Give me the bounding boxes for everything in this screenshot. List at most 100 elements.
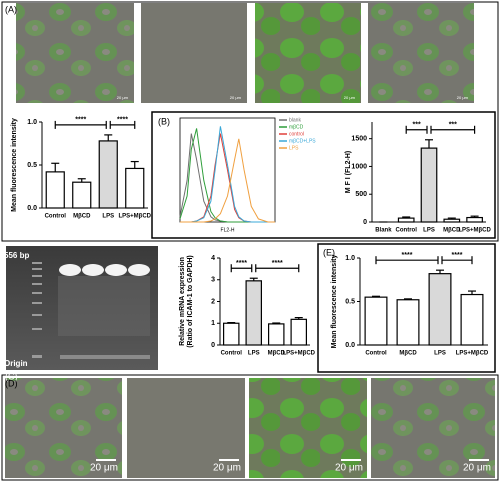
bar: [460, 293, 484, 346]
significance-label: ***: [413, 122, 421, 129]
bar: [364, 296, 388, 346]
bar: [45, 171, 65, 209]
significance-label: ***: [449, 122, 457, 129]
y-tick-label: 0.0: [345, 342, 355, 349]
scale-bar-label: 20 μm: [457, 95, 469, 100]
legend-label: mβCD: [289, 124, 304, 130]
bar: [443, 218, 461, 223]
scale-bar-label: 20 μm: [335, 463, 363, 474]
y-tick-label: 1.0: [27, 119, 37, 126]
significance-label: ****: [75, 117, 86, 124]
x-tick-label: Blank: [375, 228, 392, 234]
y-axis-label: Relative mRNA expression: [179, 257, 186, 346]
scale-bar-label: 20 μm: [344, 95, 356, 100]
panel-label: (B): [158, 116, 170, 126]
bar: [397, 217, 415, 223]
bar: [466, 216, 483, 223]
x-tick-label: MβCD: [73, 214, 91, 220]
y-axis-label: Mean fluorescence intensity: [11, 118, 18, 212]
bar: [98, 140, 118, 209]
bar: [290, 318, 308, 346]
micrograph: [371, 378, 495, 478]
significance-label: ****: [117, 117, 128, 124]
significance-label: ****: [272, 260, 283, 267]
y-tick-label: 1500: [351, 136, 367, 143]
y-tick-label: 0.5: [27, 162, 37, 169]
scale-bar-label: 20 μm: [213, 463, 241, 474]
series-line: [179, 128, 275, 223]
panel-d-border: [1, 374, 499, 481]
micrograph: [255, 3, 361, 103]
x-tick-label: Control: [365, 351, 387, 357]
micrograph: [127, 378, 245, 478]
y-tick-label: 500: [355, 191, 367, 198]
micrograph: [16, 3, 134, 103]
series-line: [179, 133, 275, 223]
y-tick-label: 0: [211, 342, 215, 349]
x-tick-label: MβCD: [443, 228, 461, 234]
y-tick-label: 3: [211, 277, 215, 284]
y-tick-label: 2: [211, 298, 215, 305]
y-axis-label: (Ratio of ICAM-1 to GAPDH): [187, 255, 194, 348]
gel-origin-label: Origin: [4, 359, 28, 368]
panel-label: (D): [5, 378, 18, 388]
panel-label: (C): [5, 371, 18, 381]
x-tick-label: MβCD: [399, 351, 417, 357]
y-tick-label: 1.0: [345, 255, 355, 262]
panel-b-border: [151, 111, 496, 239]
gel-bands: [58, 264, 150, 359]
x-tick-label: LPS+MβCD: [119, 214, 152, 220]
ladder: [32, 262, 42, 358]
legend-label: control: [289, 131, 304, 137]
x-axis-label: FL2-H: [221, 227, 235, 233]
panel-e-border: [317, 243, 496, 373]
bar: [268, 323, 285, 346]
panel-label: (A): [5, 4, 17, 14]
micrograph: [368, 3, 474, 103]
significance-label: ****: [452, 252, 463, 259]
legend-label: mβCD+LPS: [289, 138, 316, 144]
scale-bar-label: 20 μm: [90, 463, 118, 474]
scale-bar-label: 20 μm: [463, 463, 491, 474]
significance-label: ****: [236, 260, 247, 267]
x-tick-label: LPS+MβCD: [283, 351, 316, 357]
y-tick-label: 1000: [351, 163, 367, 170]
legend-label: LPS: [289, 145, 299, 151]
scale-bar-label: 20 μm: [230, 95, 242, 100]
y-axis-label: Mean fluorescence intensity: [331, 255, 338, 349]
y-axis-label: M F I (FL2-H): [345, 151, 352, 193]
gel-marker-label: 556 bp: [4, 251, 29, 260]
bar: [72, 181, 92, 209]
x-tick-label: LPS+MβCD: [458, 228, 491, 234]
micrograph: [5, 378, 122, 478]
bar: [245, 280, 263, 346]
bar: [396, 299, 420, 346]
panel-a-border: [1, 1, 499, 242]
x-tick-label: LPS: [434, 351, 446, 357]
legend-label: blank: [289, 117, 301, 123]
bar: [420, 147, 438, 223]
y-tick-label: 4: [211, 255, 215, 262]
x-tick-label: MβCD: [268, 351, 286, 357]
bar: [223, 322, 240, 346]
series-line: [180, 138, 275, 223]
micrograph: [141, 3, 247, 103]
panel-label: (E): [323, 247, 335, 257]
x-tick-label: LPS: [248, 351, 260, 357]
x-tick-label: LPS+MβCD: [456, 351, 489, 357]
series-line: [180, 126, 275, 223]
y-tick-label: 1: [211, 320, 215, 327]
significance-label: ****: [402, 252, 413, 259]
scale-bar-label: 20 μm: [117, 95, 129, 100]
y-tick-label: 0: [363, 219, 367, 226]
x-tick-label: LPS: [423, 228, 435, 234]
bar: [125, 167, 145, 209]
y-tick-label: 0.0: [27, 205, 37, 212]
x-tick-label: Control: [221, 351, 243, 357]
x-tick-label: LPS: [102, 214, 114, 220]
x-tick-label: Control: [396, 228, 418, 234]
y-tick-label: 0.5: [345, 298, 355, 305]
bar: [428, 273, 452, 346]
